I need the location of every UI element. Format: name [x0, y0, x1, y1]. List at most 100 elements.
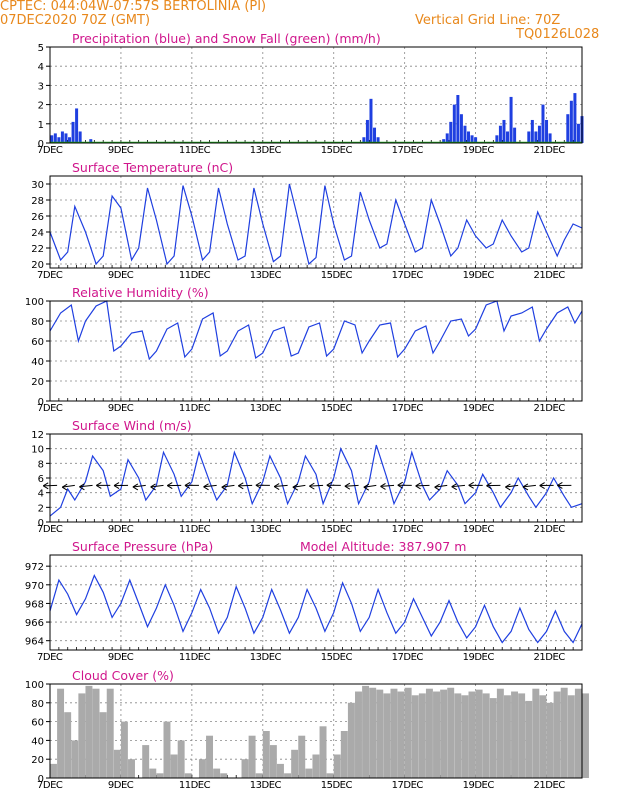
wind-arrow-head [61, 483, 68, 491]
x-tick-label: 15DEC [321, 403, 353, 414]
cloud-bar [71, 740, 79, 778]
x-tick-label: 7DEC [37, 652, 63, 663]
cloud-bar [213, 768, 221, 778]
wind-arrow-head [363, 483, 370, 491]
cloud-bar [198, 759, 206, 778]
precip-bar [495, 135, 499, 143]
x-tick-label: 15DEC [321, 524, 353, 535]
y-tick-label: 0 [38, 397, 44, 408]
precip-bar [442, 139, 446, 143]
panel-frame [49, 433, 583, 523]
x-tick-label: 21DEC [534, 652, 566, 663]
precip-bar [373, 127, 377, 143]
cloud-bar [553, 691, 561, 778]
precip-bar [534, 131, 538, 143]
wind-arrow-head [79, 483, 85, 491]
wind-arrow [203, 484, 217, 488]
cloud-bar [369, 687, 377, 778]
x-tick-label: 7DEC [37, 270, 63, 281]
panel-frame [49, 175, 583, 269]
y-tick-label: 2 [38, 503, 44, 514]
cloud-bar [85, 685, 93, 778]
wind-arrow-head [505, 483, 511, 491]
x-tick-label: 17DEC [392, 145, 424, 156]
precip-bar [548, 133, 552, 143]
wind-arrow-head [292, 483, 299, 491]
cloud-bar [560, 687, 568, 778]
y-tick-label: 3 [38, 81, 44, 92]
x-tick-label: 7DEC [37, 524, 63, 535]
x-tick-label: 15DEC [321, 652, 353, 663]
x-tick-label: 7DEC [37, 403, 63, 414]
wind-arrow-head [309, 482, 315, 490]
precip-bar [449, 121, 453, 143]
wind-arrow-head [539, 482, 545, 489]
precip-bar [576, 123, 580, 143]
cloud-bar [106, 688, 114, 778]
cloud-bar [220, 773, 228, 778]
cloud-bar [532, 688, 540, 778]
precip-bar [527, 131, 531, 143]
cloud-bar [404, 687, 412, 778]
pressure-line [49, 574, 583, 644]
header-grid-note: Vertical Grid Line: 70Z [415, 13, 561, 28]
cloud-bar [57, 688, 65, 778]
wind-arrow-head [203, 483, 209, 491]
precip-bar [75, 108, 79, 143]
cloud-bar [340, 731, 348, 778]
header-datetime: 07DEC2020 70Z (GMT) [0, 13, 151, 28]
cloud-bar [298, 735, 306, 778]
cloud-bar [539, 695, 547, 778]
cloud-bar [142, 745, 150, 778]
cloud-bar [262, 731, 270, 778]
cloud-bar [525, 700, 533, 778]
wind-arrow [344, 484, 359, 487]
x-tick-label: 19DEC [463, 780, 495, 791]
x-tick-label: 19DEC [463, 270, 495, 281]
x-tick-label: 21DEC [534, 270, 566, 281]
y-tick-label: 8 [38, 459, 44, 470]
panel-frame [49, 46, 583, 144]
cloud-bar [503, 695, 511, 778]
cloud-bar [333, 754, 341, 778]
y-tick-label: 968 [25, 599, 44, 610]
cloud-bar [496, 688, 504, 778]
y-tick-label: 20 [31, 755, 44, 766]
panel-title: Surface Wind (m/s) [72, 418, 192, 433]
wind-arrow [150, 484, 164, 488]
x-tick-label: 17DEC [392, 403, 424, 414]
y-tick-label: 24 [31, 228, 44, 239]
x-tick-label: 9DEC [108, 780, 134, 791]
wind-arrow-head [557, 482, 563, 489]
cloud-bar [489, 698, 497, 778]
y-tick-label: 100 [25, 680, 44, 691]
wind-arrow-head [326, 481, 333, 489]
precip-bar [369, 98, 373, 143]
y-tick-label: 964 [25, 637, 44, 648]
cloud-bar [184, 773, 192, 778]
y-tick-label: 60 [31, 337, 44, 348]
precip-bar [57, 137, 61, 143]
wind-arrow [62, 484, 75, 488]
cloud-bar [546, 702, 554, 778]
precip-bar [569, 100, 573, 143]
wind-arrow-head [451, 483, 457, 491]
cloud-bar [425, 688, 433, 778]
wind-arrow [238, 484, 253, 487]
x-tick-label: 21DEC [534, 524, 566, 535]
x-tick-label: 13DEC [250, 524, 282, 535]
wind-arrow [132, 484, 146, 488]
cloud-bar [291, 749, 299, 778]
cloud-bar [92, 688, 100, 778]
cloud-bar [149, 768, 157, 778]
y-tick-label: 1 [38, 120, 44, 131]
panel-annotation: Model Altitude: 387.907 m [300, 539, 466, 554]
precip-bar [60, 131, 64, 143]
cloud-bar [312, 754, 320, 778]
humidity-line [49, 300, 583, 361]
precip-bar [530, 119, 534, 143]
cloud-bar [433, 691, 440, 778]
x-tick-label: 19DEC [463, 403, 495, 414]
x-tick-label: 13DEC [250, 780, 282, 791]
